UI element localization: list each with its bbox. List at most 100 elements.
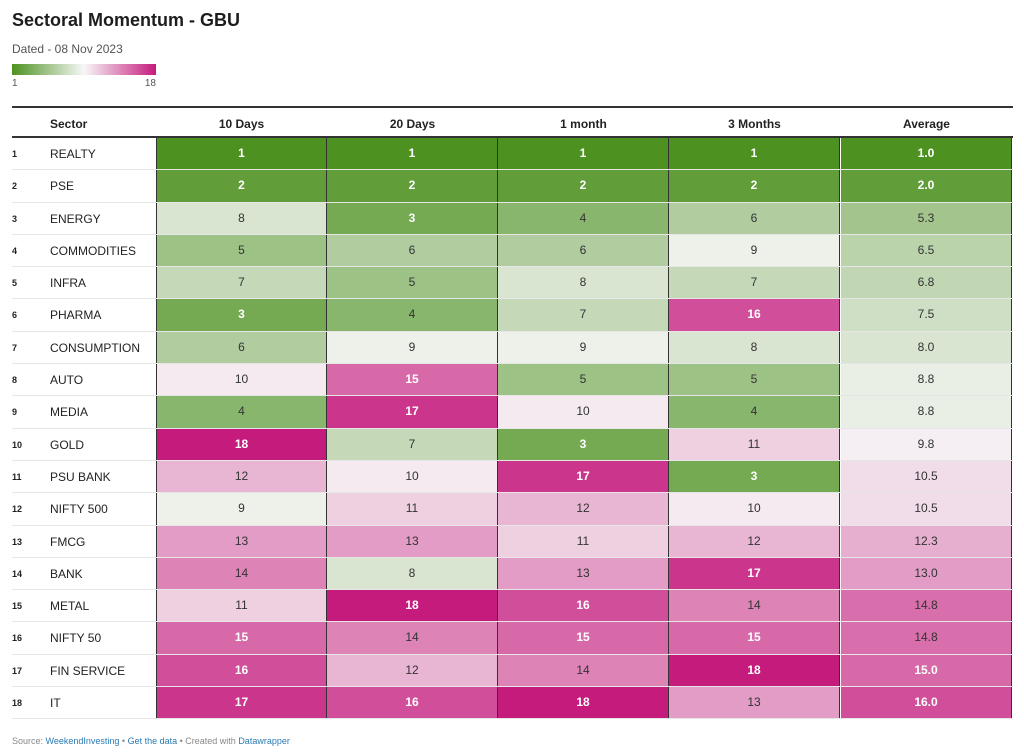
value-cell: 10.5 bbox=[841, 460, 1012, 493]
value-cell: 11 bbox=[327, 493, 498, 525]
value-cell: 10 bbox=[498, 396, 669, 428]
value-cell: 12 bbox=[156, 460, 327, 493]
sector-name: AUTO bbox=[50, 373, 84, 388]
value-cell: 3 bbox=[498, 428, 669, 460]
sector-name: NIFTY 50 bbox=[50, 631, 102, 646]
table-row: 5 INFRA 7 5 8 7 6.8 bbox=[12, 267, 1013, 300]
value-cell: 1 bbox=[156, 138, 327, 170]
value-cell: 17 bbox=[156, 687, 327, 719]
column-header-sector[interactable]: Sector bbox=[50, 117, 88, 131]
row-rank: 8 bbox=[12, 375, 18, 386]
row-divider bbox=[12, 556, 1013, 558]
value-cell: 3 bbox=[669, 460, 840, 493]
row-divider bbox=[12, 524, 1013, 526]
column-header-10-days[interactable]: 10 Days bbox=[218, 117, 265, 131]
row-rank: 18 bbox=[12, 698, 23, 709]
value-cell: 14 bbox=[498, 654, 669, 687]
value-cell: 18 bbox=[669, 654, 840, 687]
value-cell: 16 bbox=[327, 687, 498, 719]
value-cell: 5 bbox=[498, 364, 669, 396]
legend-max-label: 18 bbox=[144, 78, 156, 89]
row-rank: 16 bbox=[12, 633, 23, 644]
value-cell: 10 bbox=[156, 364, 327, 396]
value-cell: 4 bbox=[156, 396, 327, 428]
value-cell: 5.3 bbox=[841, 202, 1012, 234]
value-cell: 5 bbox=[669, 364, 840, 396]
value-cell: 12 bbox=[498, 493, 669, 525]
sector-name: PSU BANK bbox=[50, 469, 111, 484]
sector-name: IT bbox=[50, 696, 61, 711]
row-rank: 11 bbox=[12, 471, 22, 482]
row-rank: 10 bbox=[12, 439, 23, 450]
value-cell: 7 bbox=[669, 267, 840, 299]
value-cell: 6 bbox=[669, 202, 840, 234]
value-cell: 13.0 bbox=[841, 557, 1012, 590]
table-row: 17 FIN SERVICE 16 12 14 18 15.0 bbox=[12, 654, 1013, 688]
value-cell: 7 bbox=[156, 267, 327, 299]
row-divider bbox=[12, 459, 1013, 461]
row-rank: 2 bbox=[12, 181, 18, 192]
row-rank: 1 bbox=[12, 149, 18, 159]
column-header-1-month[interactable]: 1 month bbox=[560, 117, 607, 131]
sector-name: GOLD bbox=[50, 437, 85, 452]
table-row: 14 BANK 14 8 13 17 13.0 bbox=[12, 557, 1013, 591]
table-row: 13 FMCG 13 13 11 12 12.3 bbox=[12, 525, 1013, 558]
value-cell: 16 bbox=[498, 590, 669, 622]
value-cell: 18 bbox=[156, 428, 327, 460]
row-divider bbox=[12, 686, 1013, 688]
value-cell: 3 bbox=[156, 299, 327, 331]
value-cell: 14.8 bbox=[841, 590, 1012, 622]
column-header-3-months[interactable]: 3 Months bbox=[728, 117, 781, 131]
datawrapper-link[interactable]: Datawrapper bbox=[238, 736, 290, 746]
row-rank: 13 bbox=[12, 536, 23, 547]
row-rank: 5 bbox=[12, 278, 18, 289]
value-cell: 1.0 bbox=[841, 138, 1012, 170]
table-header: Sector 10 Days 20 Days 1 month 3 Months … bbox=[12, 106, 1013, 138]
value-cell: 15 bbox=[156, 622, 327, 654]
momentum-table: Sector 10 Days 20 Days 1 month 3 Months … bbox=[12, 106, 1013, 720]
table-row: 15 METAL 11 18 16 14 14.8 bbox=[12, 590, 1013, 623]
column-header-20-days[interactable]: 20 Days bbox=[389, 117, 436, 131]
row-divider bbox=[12, 330, 1013, 332]
table-row: 9 MEDIA 4 17 10 4 8.8 bbox=[12, 396, 1013, 429]
value-cell: 9 bbox=[498, 331, 669, 364]
row-divider bbox=[12, 233, 1013, 235]
value-cell: 3 bbox=[327, 202, 498, 234]
sector-name: ENERGY bbox=[50, 211, 101, 226]
sector-name: METAL bbox=[50, 599, 90, 614]
row-divider bbox=[12, 718, 1013, 720]
value-cell: 7.5 bbox=[841, 299, 1012, 331]
value-cell: 5 bbox=[327, 267, 498, 299]
value-cell: 8 bbox=[327, 557, 498, 590]
value-cell: 15.0 bbox=[841, 654, 1012, 687]
value-cell: 13 bbox=[327, 525, 498, 557]
source-link[interactable]: WeekendInvesting bbox=[45, 736, 120, 746]
row-divider bbox=[12, 621, 1013, 623]
sector-name: PHARMA bbox=[50, 308, 102, 323]
get-data-link[interactable]: Get the data bbox=[127, 736, 178, 746]
value-cell: 2 bbox=[498, 170, 669, 202]
value-cell: 6 bbox=[156, 331, 327, 364]
value-cell: 1 bbox=[498, 138, 669, 170]
column-header-average[interactable]: Average bbox=[903, 117, 950, 131]
value-cell: 15 bbox=[327, 364, 498, 396]
value-cell: 15 bbox=[498, 622, 669, 654]
row-rank: 12 bbox=[12, 504, 23, 515]
row-divider bbox=[12, 653, 1013, 655]
value-cell: 7 bbox=[498, 299, 669, 331]
value-cell: 4 bbox=[669, 396, 840, 428]
value-cell: 9.8 bbox=[841, 428, 1012, 460]
value-cell: 2 bbox=[669, 170, 840, 202]
row-rank: 4 bbox=[12, 245, 18, 256]
value-cell: 14 bbox=[156, 557, 327, 590]
row-rank: 15 bbox=[12, 601, 23, 612]
table-row: 4 COMMODITIES 5 6 6 9 6.5 bbox=[12, 234, 1013, 268]
table-row: 2 PSE 2 2 2 2 2.0 bbox=[12, 170, 1013, 203]
value-cell: 16 bbox=[156, 654, 327, 687]
row-divider bbox=[12, 169, 1013, 171]
value-cell: 8 bbox=[669, 331, 840, 364]
value-cell: 14.8 bbox=[841, 622, 1012, 654]
value-cell: 2.0 bbox=[841, 170, 1012, 202]
value-cell: 4 bbox=[327, 299, 498, 331]
color-legend-bar bbox=[12, 64, 156, 75]
